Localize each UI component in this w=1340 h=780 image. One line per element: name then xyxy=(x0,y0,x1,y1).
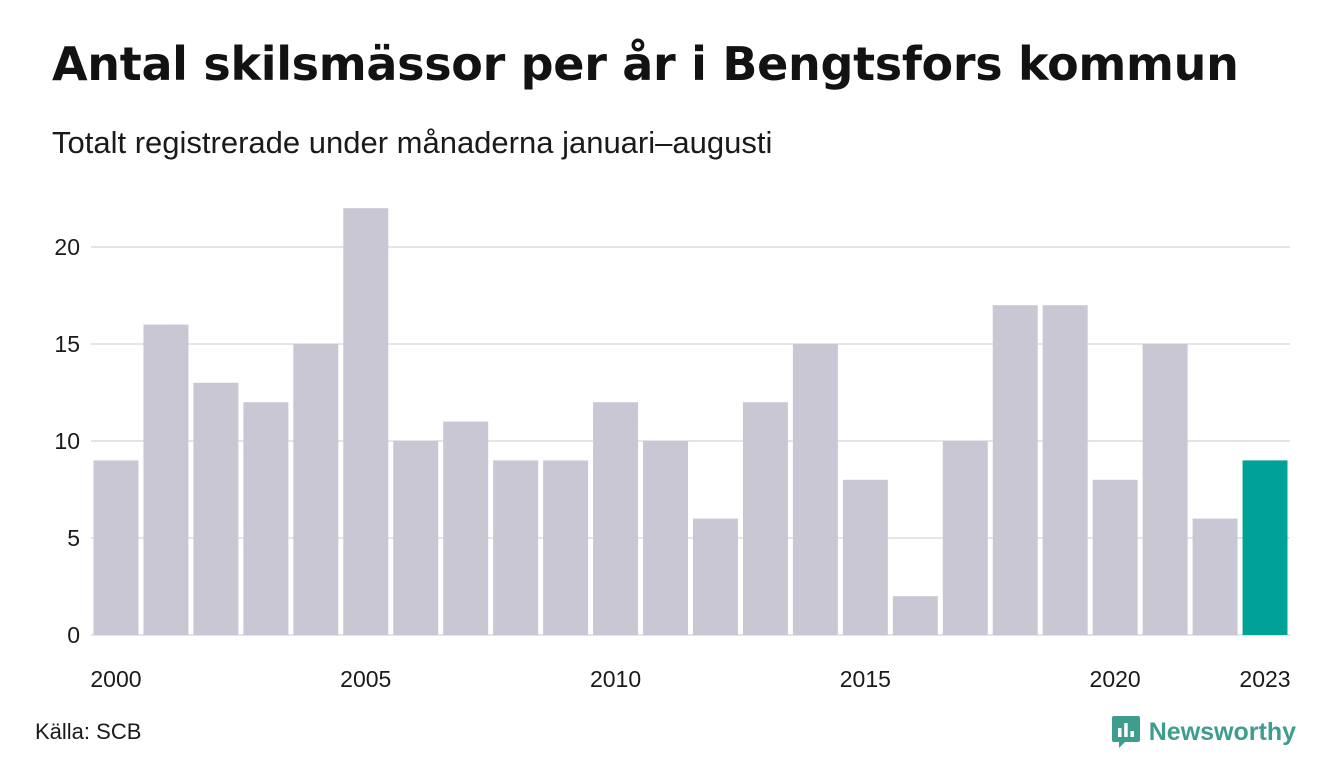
bar-2020 xyxy=(1092,479,1138,635)
x-axis-ticks: 2000 2005 2010 2015 2020 2023 xyxy=(90,666,1290,692)
bar-2016 xyxy=(892,596,938,635)
x-tick-label: 2015 xyxy=(840,666,891,692)
x-tick-label: 2010 xyxy=(590,666,641,692)
y-tick-label: 10 xyxy=(54,428,80,454)
bar-2009 xyxy=(543,460,589,635)
bar-2012 xyxy=(693,518,738,635)
brand-logo: Newsworthy xyxy=(1111,714,1296,750)
bar-2021 xyxy=(1142,344,1188,635)
y-tick-label: 5 xyxy=(67,525,80,551)
bar-2011 xyxy=(643,441,688,635)
x-tick-label: 2023 xyxy=(1239,666,1290,692)
bar-2023 xyxy=(1242,460,1288,635)
y-tick-label: 0 xyxy=(67,622,80,648)
gridlines xyxy=(91,246,1290,636)
bar-2018 xyxy=(992,305,1038,635)
x-tick-label: 2020 xyxy=(1090,666,1141,692)
y-tick-label: 20 xyxy=(54,234,80,260)
bar-2002 xyxy=(193,382,239,635)
bar-2006 xyxy=(393,441,439,635)
chart-subtitle: Totalt registrerade under månaderna janu… xyxy=(52,125,773,160)
y-axis-ticks: 0 5 10 15 20 xyxy=(54,234,80,648)
bar-2000 xyxy=(93,460,139,635)
y-tick-label: 15 xyxy=(54,331,80,357)
chart-title: Antal skilsmässor per år i Bengtsfors ko… xyxy=(52,37,1239,91)
bar-2022 xyxy=(1192,518,1238,635)
bar-2005 xyxy=(343,208,389,635)
bar-2008 xyxy=(493,460,539,635)
bar-2004 xyxy=(293,344,339,635)
newsworthy-logo-icon xyxy=(1111,716,1140,748)
x-tick-label: 2000 xyxy=(90,666,141,692)
bar-2014 xyxy=(792,344,838,635)
bar-2013 xyxy=(742,402,788,635)
bar-2019 xyxy=(1042,305,1088,635)
bar-2007 xyxy=(443,421,489,635)
bar-2001 xyxy=(143,324,189,635)
x-tick-label: 2005 xyxy=(340,666,391,692)
brand-name: Newsworthy xyxy=(1148,717,1296,746)
bar-2010 xyxy=(593,402,639,635)
bar-2017 xyxy=(942,441,988,635)
bars xyxy=(93,208,1288,635)
source-note: Källa: SCB xyxy=(35,719,142,744)
bar-2015 xyxy=(842,479,888,635)
bar-2003 xyxy=(243,402,289,635)
bar-chart: 0 5 10 15 20 2000 2005 2010 2015 2020 2023 xyxy=(54,208,1291,692)
